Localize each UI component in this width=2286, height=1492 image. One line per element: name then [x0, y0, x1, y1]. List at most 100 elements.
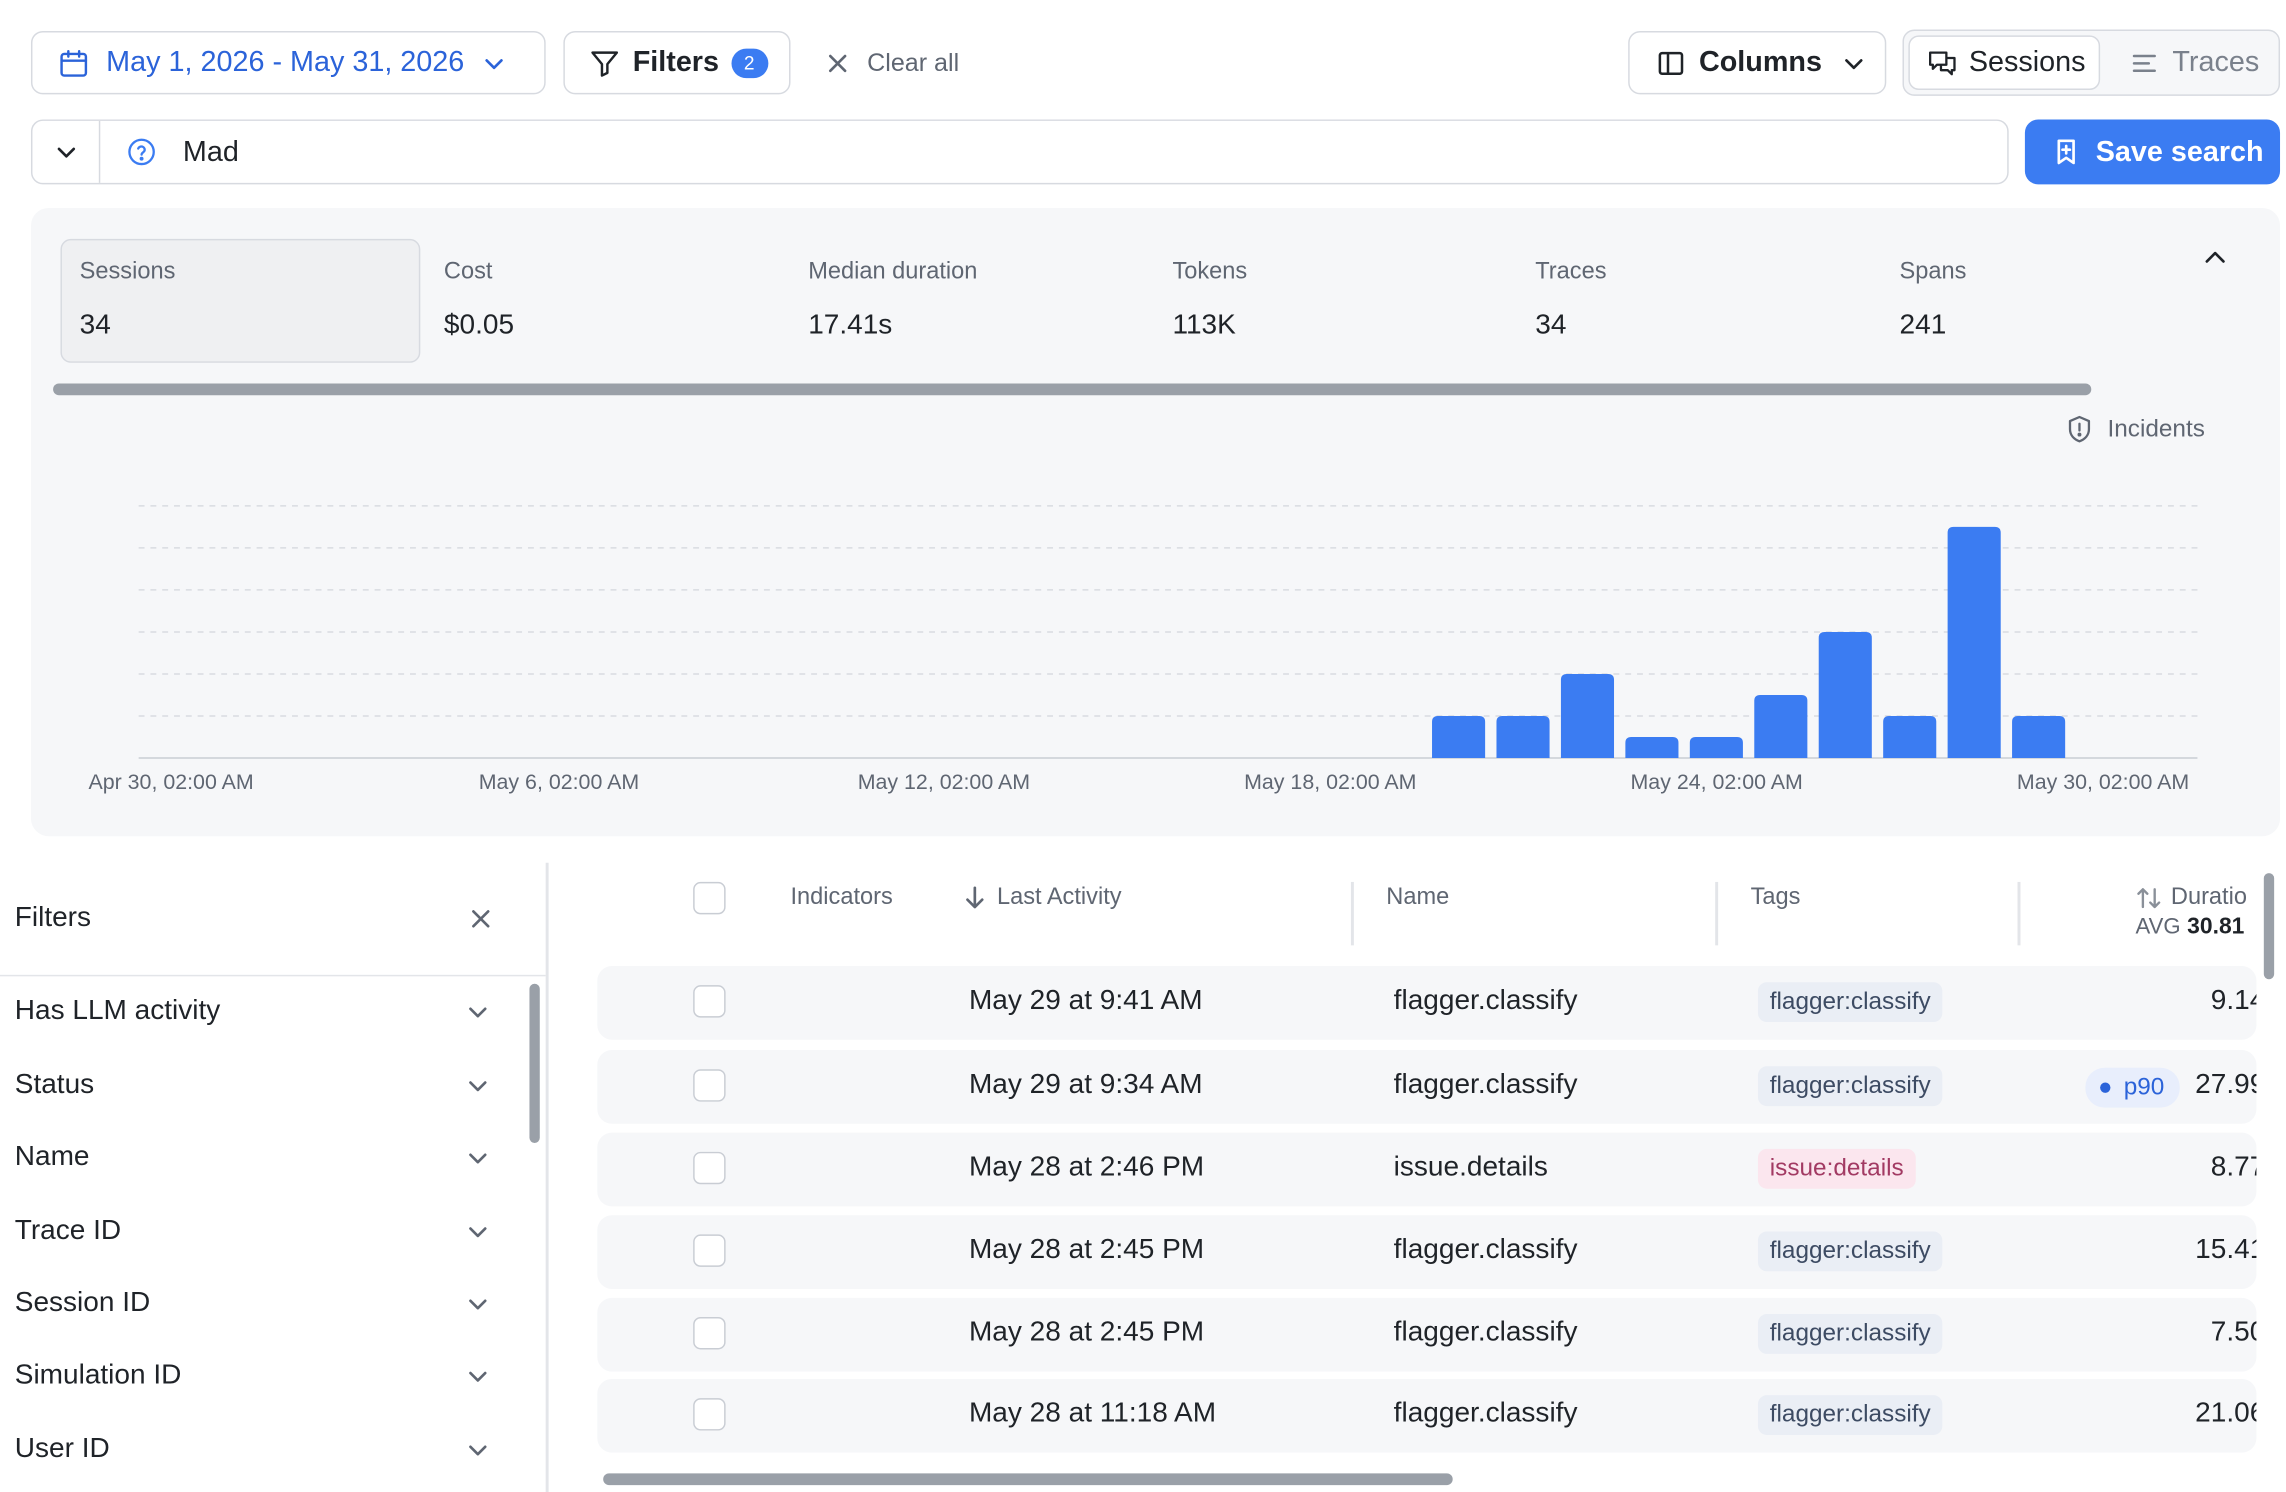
table-row[interactable]: [597, 1215, 2257, 1289]
traces-tab-label: Traces: [2172, 45, 2260, 79]
chart-bar[interactable]: [1818, 631, 1872, 759]
cell-duration-wrap: 7.50: [2124, 1317, 2257, 1355]
filter-item[interactable]: User ID: [15, 1428, 502, 1472]
cell-duration-wrap: 21.06: [2124, 1398, 2256, 1436]
chevron-up-icon[interactable]: [2202, 245, 2229, 272]
header-duration-label: Duratio: [2170, 884, 2247, 910]
chart-bar[interactable]: [1689, 737, 1743, 759]
sessions-tab[interactable]: Sessions: [1908, 35, 2101, 90]
header-duration[interactable]: Duratio AVG 30.81: [2136, 885, 2257, 951]
filters-count-badge: 2: [730, 47, 768, 78]
header-last-activity[interactable]: Last Activity: [963, 885, 1122, 912]
save-search-label: Save search: [2095, 134, 2264, 168]
arrow-down-icon: [963, 885, 987, 912]
traces-tab[interactable]: Traces: [2100, 35, 2274, 90]
chevron-down-icon: [466, 1364, 490, 1388]
dot-icon: [2100, 1082, 2111, 1093]
stat-tokens-label: Tokens: [1172, 259, 1248, 285]
row-checkbox[interactable]: [693, 1398, 726, 1431]
header-indicators[interactable]: Indicators: [790, 884, 893, 910]
header-name[interactable]: Name: [1386, 884, 1450, 910]
search-input[interactable]: Mad: [182, 134, 239, 168]
column-resizer[interactable]: [2017, 881, 2021, 946]
cell-duration: 8.77: [2210, 1151, 2257, 1183]
search-mode-dropdown[interactable]: [32, 120, 101, 183]
filter-item[interactable]: Simulation ID: [15, 1354, 502, 1398]
filter-item[interactable]: Name: [15, 1136, 502, 1180]
cell-duration-wrap: 27.99: [2124, 1069, 2256, 1107]
cell-name: flagger.classify: [1393, 1234, 1578, 1266]
incidents-label: Incidents: [2107, 415, 2205, 442]
filter-item[interactable]: Status: [15, 1063, 502, 1107]
sessions-tab-label: Sessions: [1968, 45, 2086, 79]
incidents-toggle[interactable]: Incidents: [2063, 413, 2205, 445]
chevron-down-icon: [1843, 51, 1867, 75]
filter-item-label: Simulation ID: [14, 1359, 182, 1391]
chart-x-tick-label: May 30, 02:00 AM: [2016, 771, 2190, 795]
chart-bar[interactable]: [1560, 673, 1615, 759]
tag-chip[interactable]: flagger:classify: [1757, 982, 1943, 1023]
chart-bar[interactable]: [1625, 737, 1679, 759]
chevron-down-icon: [466, 1146, 490, 1170]
help-circle-icon[interactable]: [125, 136, 157, 168]
filters-button[interactable]: Filters 2: [563, 30, 791, 95]
cell-last-activity: May 28 at 2:45 PM: [968, 1316, 1205, 1348]
stat-median-duration-label: Median duration: [808, 259, 978, 285]
close-icon[interactable]: [466, 904, 495, 933]
filter-item[interactable]: Trace ID: [15, 1209, 502, 1253]
clear-all-button[interactable]: Clear all: [823, 44, 959, 82]
chart-bar[interactable]: [1947, 526, 2001, 759]
cell-duration-wrap: 15.41: [2124, 1234, 2256, 1272]
table-row[interactable]: [597, 1378, 2257, 1453]
stats-scrollbar[interactable]: [53, 383, 2092, 396]
filters-sidebar: Filters Has LLM activity Status Name Trace …: [0, 862, 549, 1492]
row-checkbox[interactable]: [693, 1316, 726, 1350]
save-search-button[interactable]: Save search: [2024, 119, 2281, 185]
stat-card-selected[interactable]: [60, 238, 421, 363]
chevron-down-icon: [466, 1000, 490, 1024]
filters-sidebar-scrollbar[interactable]: [529, 983, 540, 1143]
table-vertical-scrollbar[interactable]: [2263, 873, 2275, 980]
row-checkbox[interactable]: [693, 1234, 726, 1267]
cell-duration-wrap: 8.77: [2124, 1152, 2257, 1190]
percentile-badge-label: p90: [2123, 1073, 2165, 1101]
tag-chip[interactable]: flagger:classify: [1757, 1231, 1943, 1272]
date-range-picker[interactable]: May 1, 2026 - May 31, 2026: [30, 30, 546, 95]
columns-button[interactable]: Columns: [1628, 30, 1887, 95]
table-row[interactable]: [597, 965, 2257, 1040]
tag-chip[interactable]: flagger:classify: [1757, 1395, 1943, 1435]
table-horizontal-scrollbar[interactable]: [603, 1473, 1453, 1486]
chart-bar[interactable]: [1883, 716, 1937, 759]
tag-chip[interactable]: issue:details: [1757, 1148, 1916, 1189]
filter-item[interactable]: Has LLM activity: [15, 990, 502, 1034]
date-range-label: May 1, 2026 - May 31, 2026: [106, 45, 465, 79]
chart-bar[interactable]: [1754, 694, 1808, 759]
stat-cost-value: $0.05: [443, 309, 515, 341]
table-row[interactable]: [597, 1297, 2257, 1372]
select-all-checkbox[interactable]: [693, 881, 726, 915]
chart-bar[interactable]: [1496, 716, 1550, 759]
tag-chip[interactable]: flagger:classify: [1757, 1066, 1943, 1107]
stats-chart-panel: Sessions 34 Cost $0.05 Median duration 1…: [30, 207, 2281, 837]
chart-bar[interactable]: [2012, 716, 2066, 759]
chart-x-tick-label: May 18, 02:00 AM: [1244, 771, 1417, 795]
cell-last-activity: May 28 at 11:18 AM: [968, 1398, 1217, 1430]
chart-x-tick-label: May 6, 02:00 AM: [478, 771, 640, 795]
table-row[interactable]: [597, 1132, 2257, 1207]
stat-sessions-value: 34: [79, 309, 111, 341]
cell-last-activity: May 29 at 9:34 AM: [968, 1069, 1203, 1101]
table-row[interactable]: [597, 1050, 2257, 1124]
header-tags[interactable]: Tags: [1750, 884, 1801, 910]
filter-item[interactable]: Session ID: [15, 1282, 502, 1326]
row-checkbox[interactable]: [693, 985, 726, 1018]
row-checkbox[interactable]: [693, 1069, 726, 1102]
tag-chip[interactable]: flagger:classify: [1757, 1314, 1943, 1354]
filter-item-label: Name: [14, 1141, 90, 1173]
chart-bar[interactable]: [1432, 716, 1486, 759]
column-resizer[interactable]: [1350, 881, 1354, 946]
stat-sessions-label: Sessions: [79, 259, 176, 285]
calendar-icon: [58, 46, 90, 78]
avg-value: 30.81: [2187, 914, 2245, 940]
row-checkbox[interactable]: [693, 1151, 726, 1185]
column-resizer[interactable]: [1715, 881, 1719, 946]
